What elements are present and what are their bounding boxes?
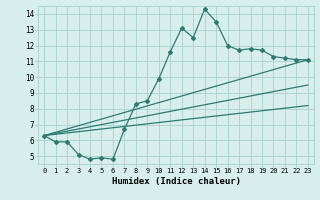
X-axis label: Humidex (Indice chaleur): Humidex (Indice chaleur) [111, 177, 241, 186]
